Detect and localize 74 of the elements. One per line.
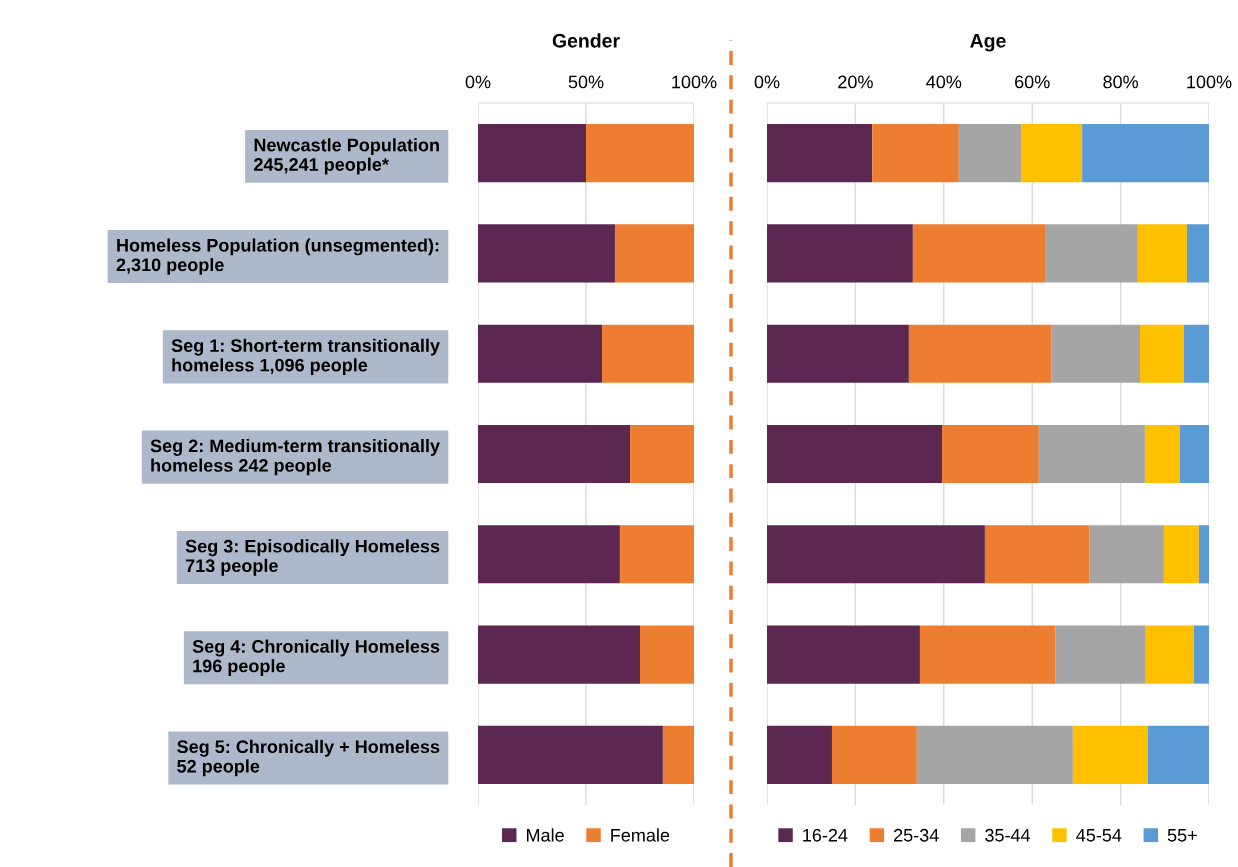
y-tick-label: Seg 4: Chronically Homeless 196 people: [192, 639, 440, 676]
legend-label: 45-54: [1076, 829, 1122, 842]
bar: [601, 324, 694, 383]
bar: [478, 525, 620, 584]
x-tick-label: 40%: [926, 75, 962, 89]
bar: [1045, 224, 1138, 283]
bar: [1038, 424, 1145, 484]
x-tick-label: 20%: [838, 75, 873, 89]
legend-label: Female: [611, 828, 670, 842]
bar: [478, 725, 663, 784]
y-tick-label: Seg 1: Short-term transitionally homeless 1,096 people: [171, 338, 440, 376]
x-tick-label: 80%: [1103, 75, 1139, 89]
bar: [619, 525, 694, 584]
legend-label: Male: [526, 828, 564, 842]
x-tick-label: 0%: [465, 75, 491, 89]
bar: [478, 224, 615, 283]
bar: [614, 224, 694, 283]
x-tick-label: 50%: [568, 75, 604, 89]
y-tick-label: Homeless Population (unsegmented): 2,310 people: [116, 238, 439, 275]
bar: [478, 424, 631, 484]
bar: [662, 725, 694, 784]
legend-label: 55+: [1167, 829, 1197, 842]
bar: [767, 324, 909, 383]
bar: [767, 424, 943, 484]
bar: [1144, 424, 1180, 484]
x-tick-label: 0%: [754, 75, 780, 89]
bar: [916, 725, 1073, 784]
bar: [478, 625, 640, 684]
bar: [1193, 625, 1209, 684]
bar: [1072, 725, 1148, 784]
bar: [1021, 124, 1083, 183]
bar: [1055, 625, 1146, 684]
y-tick-label: Seg 5: Chronically + Homeless 52 people: [177, 739, 440, 777]
bar: [908, 324, 1052, 383]
bar: [1051, 324, 1141, 383]
bar: [767, 124, 873, 183]
bar: [872, 124, 959, 183]
x-tick-label: 100%: [1187, 75, 1232, 89]
legend-label: 25-34: [894, 828, 939, 842]
bar: [919, 625, 1056, 684]
bar: [630, 424, 694, 484]
bar: [1140, 324, 1184, 383]
legend-label: 35-44: [985, 828, 1031, 842]
y-tick-label: Seg 3: Episodically Homeless 713 people: [185, 539, 440, 576]
bar: [912, 224, 1046, 283]
bar: [1082, 124, 1209, 183]
bar: [1186, 224, 1209, 283]
chart-title: Gender: [552, 33, 620, 48]
y-tick-label: Seg 2: Medium-term transitionally homeless 242 people: [150, 439, 440, 476]
bar: [1179, 424, 1209, 484]
bar: [958, 124, 1022, 183]
bar: [1163, 525, 1199, 584]
bar: [1137, 224, 1187, 283]
bar: [1198, 525, 1209, 584]
bar: [942, 424, 1039, 484]
bar: [1145, 625, 1194, 684]
bar: [767, 625, 920, 684]
bar: [984, 525, 1090, 584]
x-tick-label: 60%: [1015, 75, 1050, 89]
bar: [640, 625, 694, 684]
y-tick-label: Newcastle Population 245,241 people*: [254, 138, 439, 175]
bar: [478, 324, 602, 383]
text: 16-24: [803, 828, 848, 842]
bar: [831, 725, 917, 784]
bar: [1183, 324, 1209, 383]
bar: [1089, 525, 1164, 584]
chart-title: Age: [970, 34, 1006, 52]
bar: [767, 725, 832, 784]
bar: [478, 124, 586, 183]
bar: [767, 525, 985, 584]
bar: [767, 224, 913, 283]
x-tick-label: 100%: [672, 75, 717, 89]
bar: [586, 124, 694, 183]
bar: [1148, 725, 1209, 784]
